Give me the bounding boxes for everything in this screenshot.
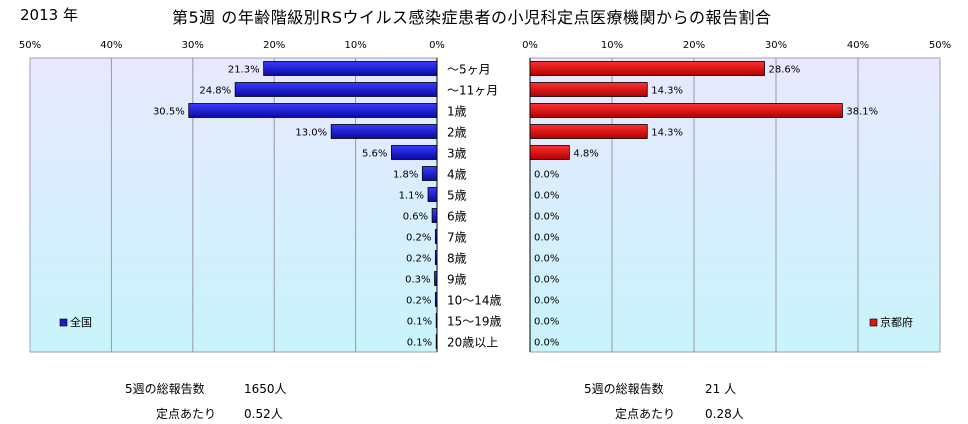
x-tick-label: 50%	[929, 40, 951, 51]
plot-area	[29, 57, 438, 353]
legend-label: 全国	[70, 315, 92, 329]
right-per-value: 0.28人	[705, 407, 744, 421]
data-label: 0.1%	[407, 338, 432, 349]
bar	[427, 187, 438, 202]
chart-title: 第5週 の年齢階級別RSウイルス感染症患者の小児科定点医療機関からの報告割合	[172, 8, 772, 27]
plot-area	[529, 57, 941, 353]
bar	[421, 166, 438, 181]
right-total-label: 5週の総報告数	[584, 382, 664, 396]
left-total-value: 1650人	[244, 382, 287, 396]
data-label: 0.2%	[406, 233, 431, 244]
bar	[188, 103, 438, 118]
right-panel: 0% 10% 20% 30% 40% 50% 28.6% 14.3% 38.1% 14.3% 4.8…	[522, 40, 951, 353]
x-tick-label: 10%	[344, 40, 366, 51]
category-label: ～5ヶ月	[447, 63, 491, 77]
category-label: 5歳	[447, 189, 467, 203]
data-label: 30.5%	[153, 107, 185, 118]
data-label: 38.1%	[846, 107, 878, 118]
data-label: 0.0%	[534, 338, 559, 349]
data-label: 0.0%	[534, 233, 559, 244]
category-label: 10～14歳	[447, 294, 502, 308]
data-label: 0.0%	[534, 254, 559, 265]
data-label: 0.0%	[534, 212, 559, 223]
data-label: 0.2%	[406, 296, 431, 307]
x-tick-label: 30%	[182, 40, 204, 51]
category-label: 2歳	[447, 126, 467, 140]
bar	[529, 61, 765, 76]
data-label: 0.2%	[406, 254, 431, 265]
category-label: 4歳	[447, 168, 467, 182]
legend-label: 京都府	[880, 315, 913, 329]
data-label: 0.0%	[534, 191, 559, 202]
bar	[263, 61, 438, 76]
data-label: 5.6%	[362, 149, 387, 160]
x-tick-label: 40%	[100, 40, 122, 51]
bar	[431, 208, 438, 223]
data-label: 0.0%	[534, 296, 559, 307]
data-label: 0.0%	[534, 170, 559, 181]
category-label: 6歳	[447, 210, 467, 224]
bar	[330, 124, 438, 139]
data-label: 1.1%	[399, 191, 424, 202]
data-label: 24.8%	[199, 86, 231, 97]
chart-year: 2013 年	[20, 6, 78, 24]
data-label: 0.3%	[405, 275, 430, 286]
category-label: ～11ヶ月	[447, 84, 498, 98]
category-label: 3歳	[447, 147, 467, 161]
right-total-value: 21 人	[705, 382, 737, 396]
bar	[529, 82, 648, 97]
x-tick-label: 10%	[601, 40, 623, 51]
bar	[391, 145, 438, 160]
data-label: 14.3%	[651, 86, 683, 97]
legend-swatch	[59, 318, 68, 327]
data-label: 0.0%	[534, 317, 559, 328]
data-label: 14.3%	[651, 128, 683, 139]
data-label: 0.6%	[403, 212, 428, 223]
x-tick-label: 50%	[19, 40, 41, 51]
category-label: 1歳	[447, 105, 467, 119]
x-tick-label: 20%	[263, 40, 285, 51]
bar	[529, 103, 843, 118]
category-label: 8歳	[447, 252, 467, 266]
bar	[234, 82, 438, 97]
x-tick-label: 0%	[429, 40, 445, 51]
left-per-value: 0.52人	[244, 407, 283, 421]
x-tick-label: 40%	[847, 40, 869, 51]
left-total-label: 5週の総報告数	[125, 382, 205, 396]
legend-swatch	[869, 318, 878, 327]
left-panel: 50% 40% 30% 20% 10% 0% 21.3% 24.8% 30.5% 13.0% 5.6…	[19, 40, 445, 353]
category-label: 9歳	[447, 273, 467, 287]
data-label: 4.8%	[573, 149, 598, 160]
right-per-label: 定点あたり	[615, 407, 676, 421]
category-labels: ～5ヶ月 ～11ヶ月 1歳 2歳 3歳 4歳 5歳 6歳 7歳 8歳 9歳 10～14歳 15～19歳 2…	[447, 63, 502, 350]
data-label: 0.0%	[534, 275, 559, 286]
category-label: 7歳	[447, 231, 467, 245]
category-label: 15～19歳	[447, 315, 502, 329]
bar	[529, 145, 570, 160]
x-tick-label: 20%	[683, 40, 705, 51]
x-tick-label: 30%	[765, 40, 787, 51]
left-per-label: 定点あたり	[156, 407, 217, 421]
x-tick-label: 0%	[522, 40, 538, 51]
data-label: 21.3%	[228, 65, 260, 76]
data-label: 0.1%	[407, 317, 432, 328]
data-label: 28.6%	[769, 65, 801, 76]
data-label: 1.8%	[393, 170, 418, 181]
bar	[529, 124, 648, 139]
category-label: 20歳以上	[447, 336, 498, 350]
data-label: 13.0%	[295, 128, 327, 139]
